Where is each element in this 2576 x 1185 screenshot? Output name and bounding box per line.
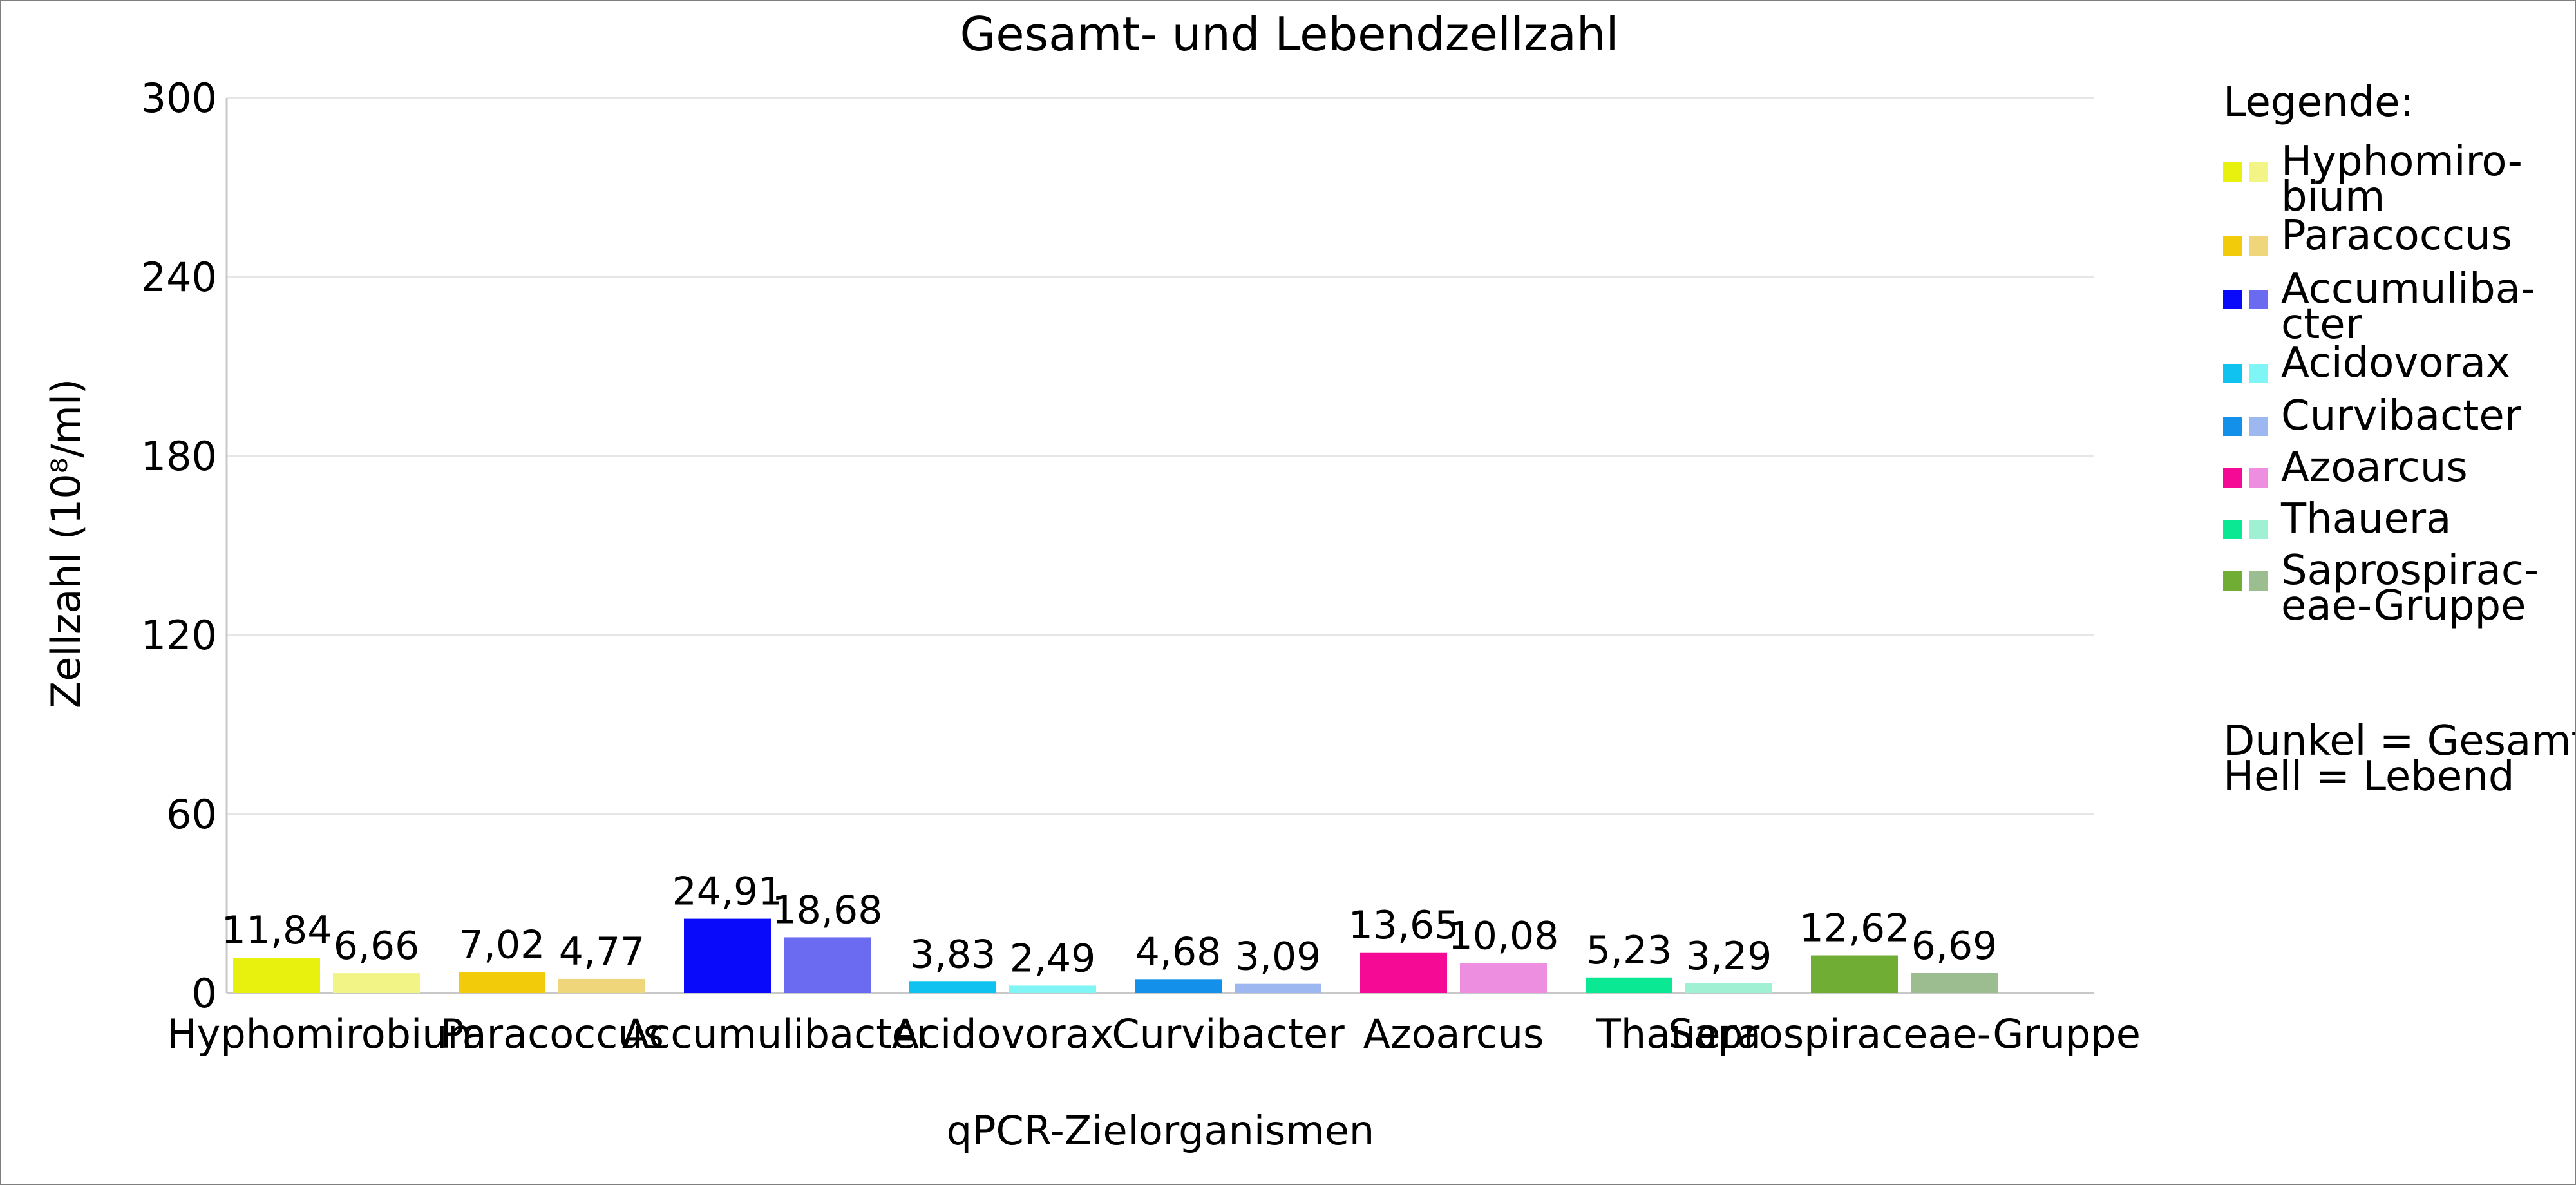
x-tick-label: Accumulibacter: [622, 1010, 933, 1057]
bar-value-label: 3,09: [1235, 934, 1321, 980]
y-tick-label: 180: [141, 433, 217, 480]
legend-entry-label: Accumuliba-: [2281, 265, 2535, 313]
bar-value-label: 12,62: [1799, 906, 1910, 951]
legend-swatch-dark: [2223, 236, 2242, 256]
bar-lebend: [558, 978, 645, 993]
legend-note: Hell = Lebend: [2223, 753, 2514, 801]
legend-entry-label: Azoarcus: [2281, 444, 2468, 491]
bar-value-label: 4,77: [559, 929, 645, 974]
bar-value-label: 4,68: [1135, 929, 1222, 974]
y-tick-label: 0: [192, 970, 217, 1017]
bar-gesamt: [909, 981, 996, 993]
bar-value-label: 2,49: [1010, 936, 1096, 981]
bar-value-label: 11,84: [222, 908, 332, 953]
legend-title: Legende:: [2223, 79, 2414, 126]
gridlines: [225, 97, 2094, 993]
bar-value-label: 6,69: [1911, 924, 1998, 969]
y-axis-ticks: 0 60 120 180 240 300: [141, 75, 217, 1017]
x-axis-ticks: HyphomirobiumParacoccusAccumulibacterAci…: [167, 1010, 2141, 1057]
bar-lebend: [1009, 985, 1096, 993]
legend-swatch-light: [2249, 417, 2268, 436]
bar-lebend: [1235, 983, 1321, 993]
legend-swatch-light: [2249, 162, 2268, 182]
bar-lebend: [1460, 963, 1547, 993]
bar-gesamt: [459, 972, 545, 993]
x-tick-label: Hyphomirobium: [167, 1010, 486, 1057]
bar-value-label: 10,08: [1448, 913, 1559, 958]
legend-entry-label: Thauera: [2280, 495, 2451, 543]
bar-lebend: [1911, 973, 1998, 993]
bar-value-label: 5,23: [1586, 928, 1672, 973]
legend-swatch-dark: [2223, 417, 2242, 436]
legend-entry-label: Acidovorax: [2281, 339, 2510, 387]
legend-entry-label: Paracoccus: [2281, 212, 2512, 260]
bar-value-label: 24,91: [672, 869, 783, 915]
y-tick-label: 300: [141, 75, 217, 122]
legend-swatch-light: [2249, 520, 2268, 539]
y-tick-label: 60: [166, 791, 217, 838]
bar-lebend: [1685, 983, 1772, 993]
legend-swatch-light: [2249, 364, 2268, 383]
bar-gesamt: [1811, 955, 1898, 993]
x-axis-label: qPCR-Zielorganismen: [947, 1107, 1374, 1154]
legend-entry-label: Hyphomiro-: [2281, 138, 2523, 185]
legend-note: Dunkel = Gesamt: [2223, 717, 2575, 765]
chart-title: Gesamt- und Lebendzellzahl: [960, 7, 1619, 61]
bar-gesamt: [684, 918, 771, 993]
x-tick-label: Curvibacter: [1112, 1010, 1345, 1057]
bar-gesamt: [1360, 952, 1447, 993]
y-tick-label: 240: [141, 254, 217, 301]
x-tick-label: Azoarcus: [1363, 1010, 1544, 1057]
legend-swatch-dark: [2223, 468, 2242, 488]
legend-swatch-dark: [2223, 290, 2242, 309]
legend-entry-label: Curvibacter: [2281, 392, 2522, 440]
x-tick-label: Saprospiraceae-Gruppe: [1668, 1010, 2141, 1057]
legend-swatch-light: [2249, 571, 2268, 591]
legend-swatch-dark: [2223, 162, 2242, 182]
x-tick-label: Thauera: [1596, 1010, 1761, 1057]
bar-value-label: 18,68: [772, 887, 883, 933]
bar-value-label: 6,66: [334, 924, 420, 969]
bar-lebend: [333, 973, 420, 993]
bar-gesamt: [1135, 979, 1222, 993]
legend-entry-label: eae-Gruppe: [2281, 582, 2526, 630]
bar-lebend: [784, 937, 871, 993]
legend-entry-label: Saprospirac-: [2281, 547, 2539, 594]
bar-gesamt: [233, 958, 320, 993]
bar-gesamt: [1586, 977, 1672, 993]
legend-swatch-dark: [2223, 520, 2242, 539]
legend-swatch-dark: [2223, 364, 2242, 383]
y-axis-label: Zellzahl (10⁸/ml): [43, 379, 90, 708]
legend-entry-label: bium: [2281, 173, 2385, 221]
legend-entry-label: cter: [2281, 301, 2363, 348]
legend-swatch-light: [2249, 290, 2268, 309]
x-tick-label: Acidovorax: [892, 1010, 1114, 1057]
y-tick-label: 120: [141, 612, 217, 659]
bar-value-label: 3,83: [910, 932, 996, 977]
legend-swatch-dark: [2223, 571, 2242, 591]
legend-swatch-light: [2249, 468, 2268, 488]
bar-value-label: 7,02: [459, 922, 545, 967]
legend-swatch-light: [2249, 236, 2268, 256]
x-tick-label: Paracoccus: [440, 1010, 664, 1057]
bar-value-label: 13,65: [1349, 903, 1459, 948]
bar-value-label: 3,29: [1686, 934, 1772, 979]
